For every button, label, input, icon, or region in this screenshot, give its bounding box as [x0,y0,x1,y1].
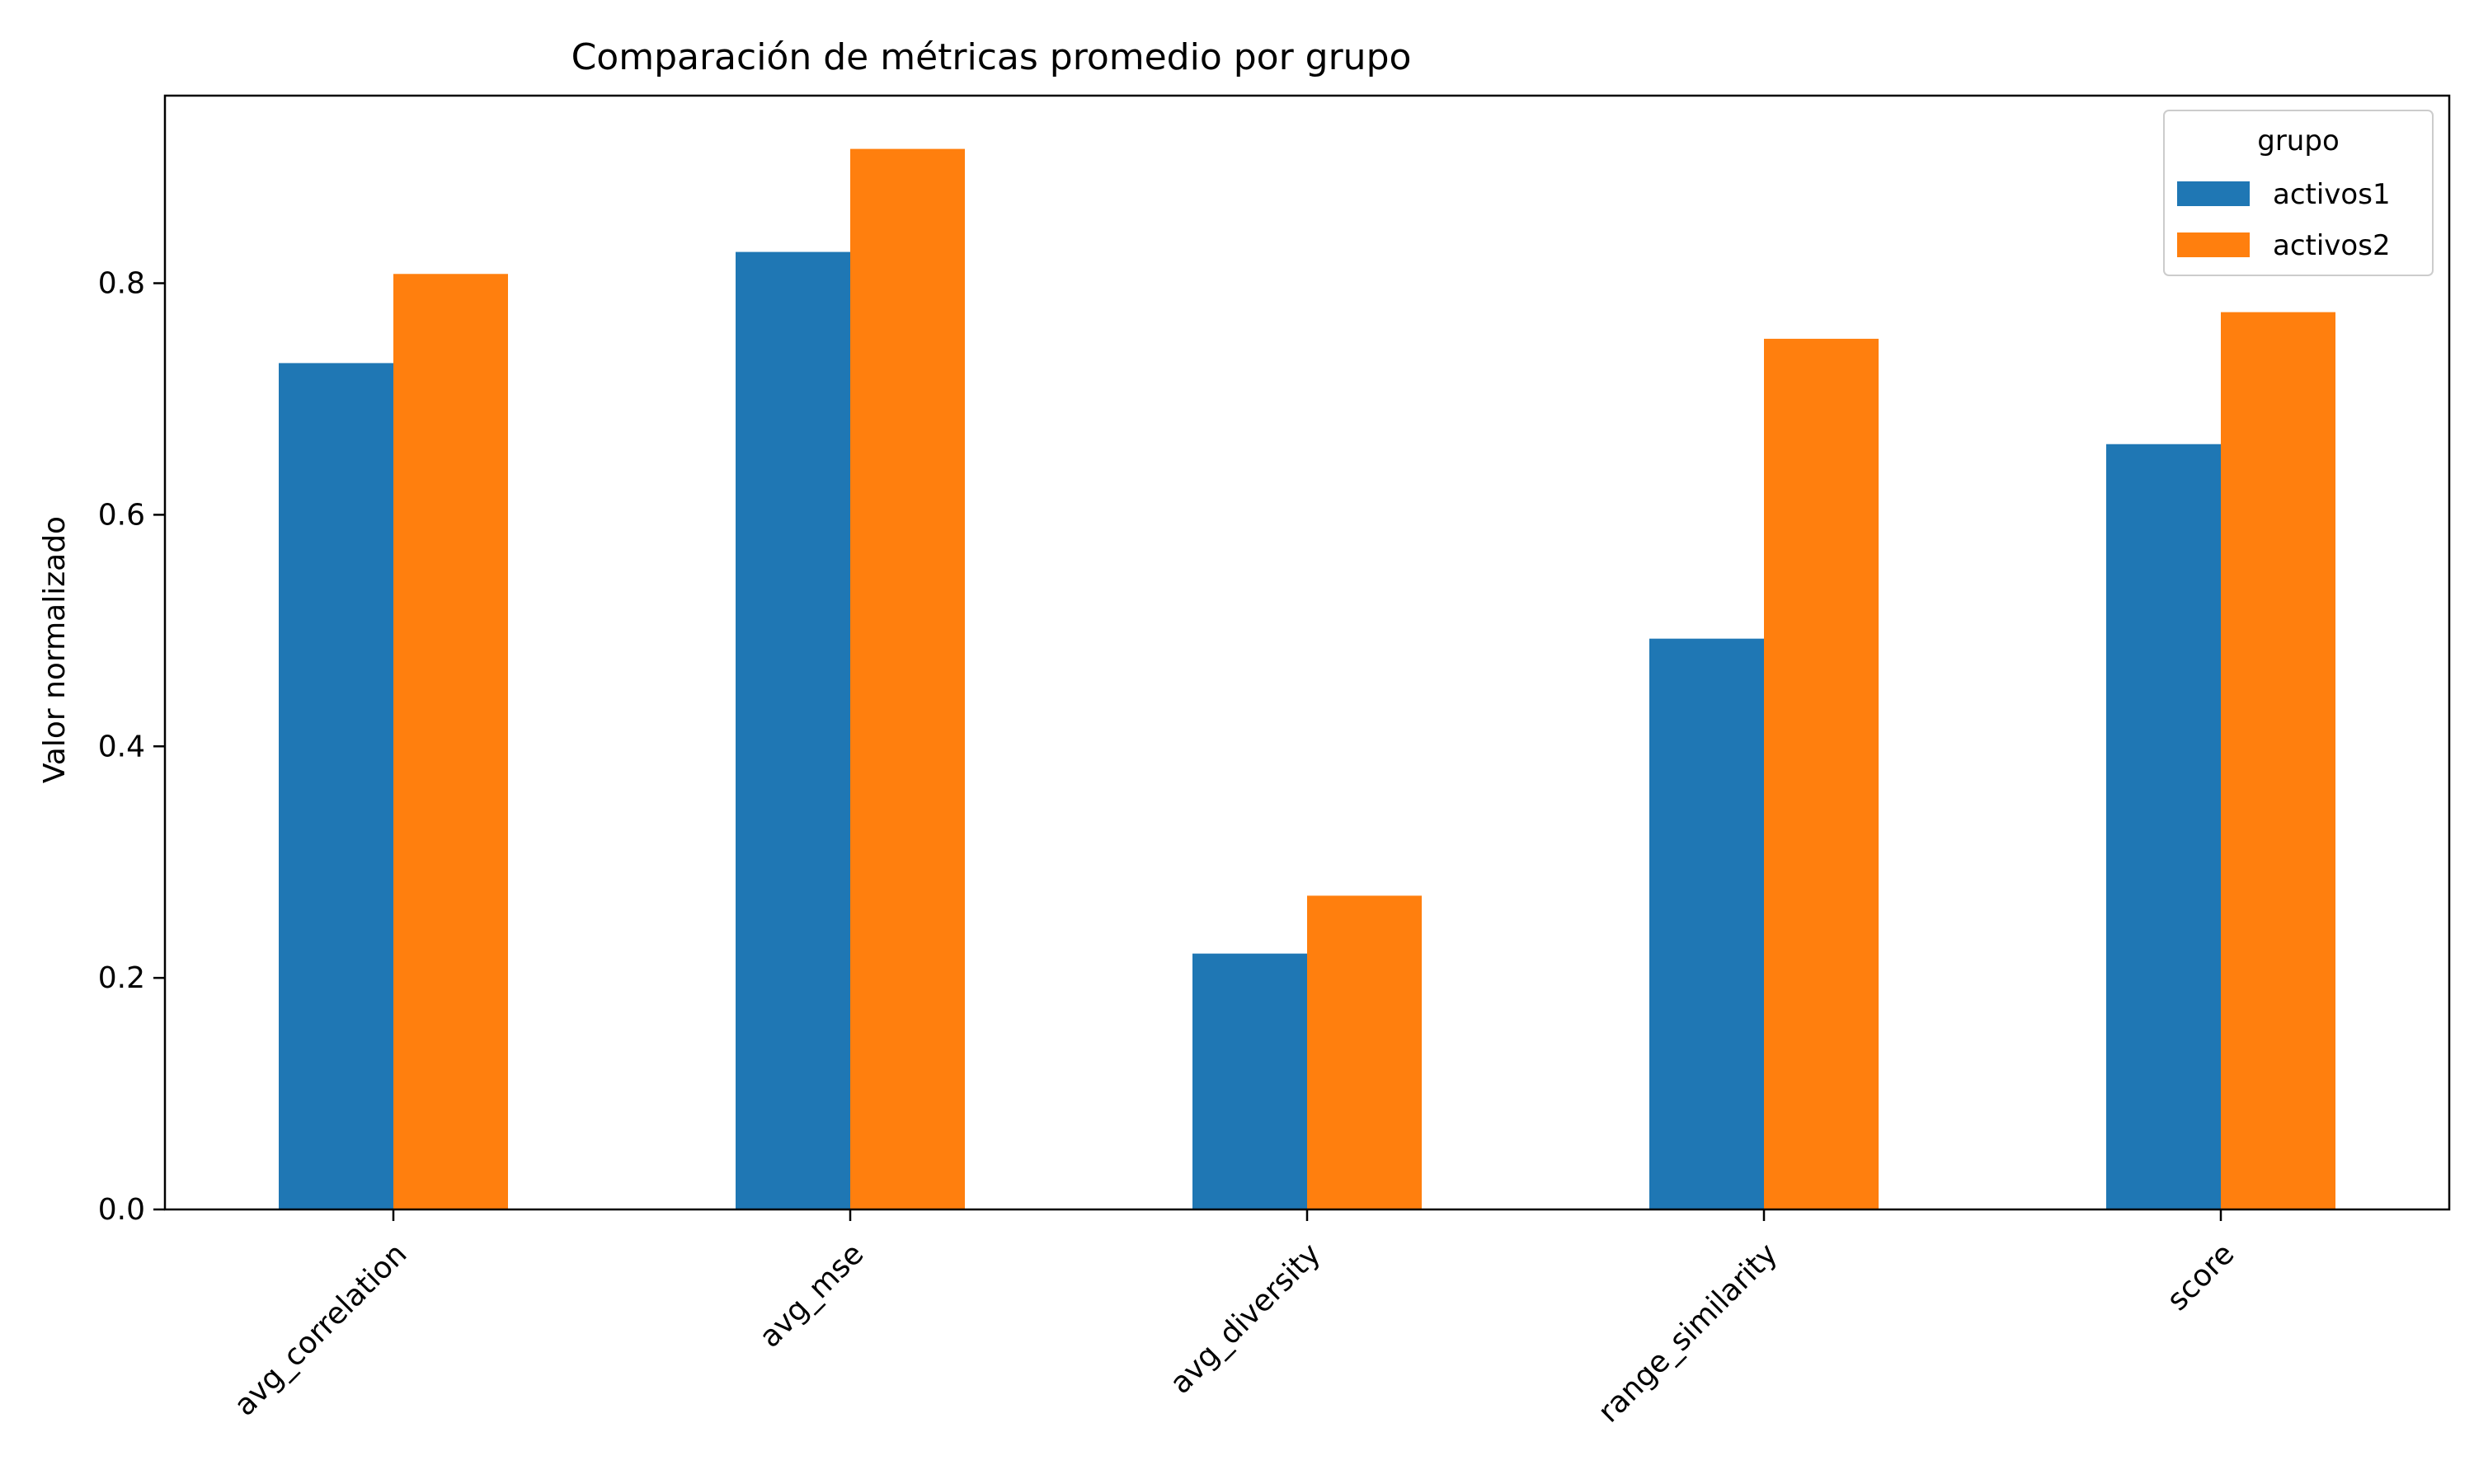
bar-activos2-avg_correlation [393,274,508,1209]
y-tick-label: 0.0 [98,1193,145,1227]
y-tick-label: 0.6 [98,498,145,532]
bar-activos1-avg_correlation [279,363,393,1209]
y-axis-label: Valor normalizado [38,516,72,783]
bar-activos1-avg_mse [736,251,850,1210]
y-tick-label: 0.8 [98,267,145,301]
legend-title: grupo [2257,124,2340,157]
y-tick-label: 0.2 [98,961,145,995]
bar-activos2-avg_mse [850,148,965,1209]
bars-group [279,148,2335,1210]
chart-title: Comparación de métricas promedio por gru… [571,36,1412,78]
y-tick-label: 0.4 [98,730,145,763]
bar-activos2-range_similarity [1764,338,1879,1209]
bar-activos2-avg_diversity [1307,895,1422,1209]
legend-label-activos1: activos1 [2273,178,2391,211]
plot-area-frame [163,94,2451,1211]
bar-activos1-avg_diversity [1192,953,1307,1209]
bar-activos1-score [2106,444,2221,1209]
legend-swatch-activos1 [2177,181,2250,206]
legend: grupo activos1 activos2 [2163,110,2434,276]
bar-activos1-range_similarity [1649,638,1764,1209]
legend-label-activos2: activos2 [2273,229,2391,262]
y-axis-ticks: 0.0 0.2 0.4 0.6 0.8 [98,267,165,1227]
legend-swatch-activos2 [2177,232,2250,257]
bar-activos2-score [2221,312,2335,1209]
